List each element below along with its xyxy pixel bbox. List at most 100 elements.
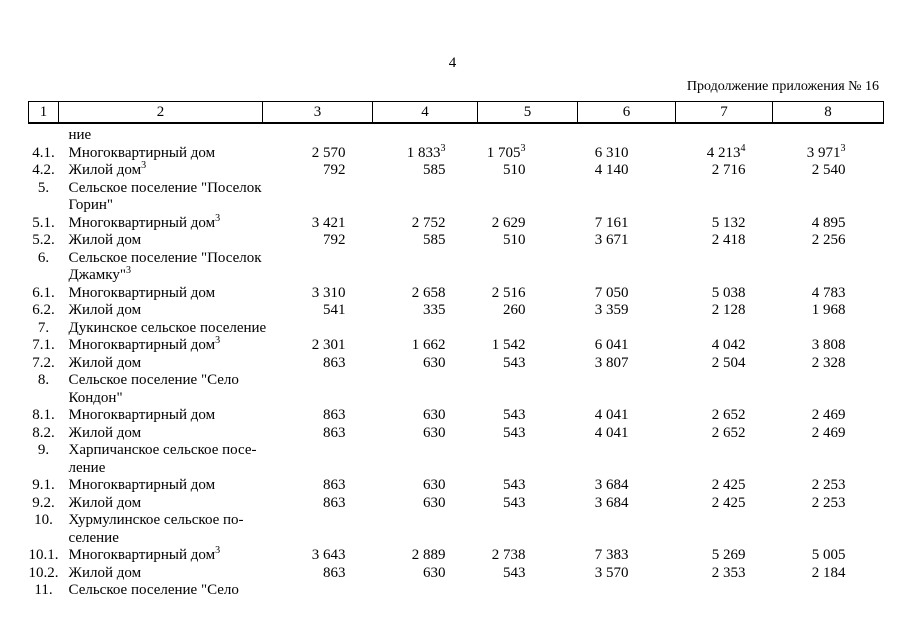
table-row: 6.1. Многоквартирный дом 3 310 2 658 2 516 7 … — [29, 285, 884, 303]
row-number: 8.2. — [32, 424, 55, 441]
value-cell — [773, 372, 884, 407]
row-number: 6.1. — [32, 284, 55, 301]
value-cell: 630 — [423, 494, 446, 511]
table-row: 6.2. Жилой дом 541 335 260 3 359 2 128 1 968 — [29, 302, 884, 320]
value-cell: 630 — [423, 477, 446, 493]
row-label: Сельское поселение "Село — [68, 582, 239, 598]
value-cell: 4 783 — [811, 284, 846, 301]
value-cell — [676, 180, 773, 215]
value-cell: 2 425 — [711, 477, 746, 493]
row-label: Сельское поселение "Поселок Горин" — [68, 179, 262, 214]
value-cell: 2 716 — [711, 162, 746, 178]
value-cell — [373, 123, 478, 145]
value-cell: 6 041 — [594, 337, 629, 353]
value-cell: 630 — [423, 424, 446, 441]
row-number: 8.1. — [32, 407, 55, 423]
value-cell — [578, 372, 676, 407]
value-cell — [373, 442, 478, 477]
value-cell — [478, 582, 578, 600]
row-label: Жилой дом — [68, 494, 142, 511]
footnote-marker: 3 — [215, 335, 221, 346]
value-cell: 510 — [503, 162, 526, 178]
value-cell: 543 — [503, 354, 526, 371]
value-cell — [676, 372, 773, 407]
value-cell: 2 128 — [711, 302, 746, 318]
value-cell — [773, 582, 884, 600]
value-cell: 543 — [503, 564, 526, 581]
column-header-4: 4 — [372, 101, 478, 124]
table-row: ние — [29, 123, 884, 145]
value-cell: 543 — [503, 407, 526, 423]
row-number: 9. — [37, 442, 50, 458]
row-number: 4.2. — [32, 162, 55, 178]
column-header-2: 2 — [58, 101, 263, 124]
value-cell — [373, 250, 478, 285]
value-cell — [263, 442, 373, 477]
value-cell: 543 — [503, 424, 526, 441]
footnote-marker: 3 — [840, 142, 846, 154]
value-cell: 630 — [423, 354, 446, 371]
value-cell: 863 — [323, 477, 346, 493]
value-cell: 3 684 — [594, 494, 629, 511]
row-number: 10. — [34, 512, 53, 528]
value-cell: 7 050 — [594, 284, 629, 301]
value-cell: 630 — [423, 564, 446, 581]
value-cell: 792 — [323, 232, 346, 248]
table-row: 7.1. Многоквартирный дом3 2 301 1 662 1 542 6… — [29, 335, 884, 355]
value-cell: 2 353 — [711, 564, 746, 581]
value-cell: 260 — [503, 302, 526, 318]
value-cell: 2 540 — [811, 162, 846, 178]
value-cell — [373, 582, 478, 600]
row-number: 9.1. — [32, 477, 55, 493]
value-cell: 3 671 — [594, 232, 629, 248]
value-cell — [773, 442, 884, 477]
value-cell — [676, 512, 773, 547]
value-cell: 1 662 — [411, 337, 446, 353]
footnote-marker: 3 — [520, 142, 526, 154]
row-label: Многоквартирный дом3 — [68, 545, 221, 564]
column-header-6: 6 — [577, 101, 676, 124]
value-cell — [773, 123, 884, 145]
value-cell: 2 738 — [491, 547, 526, 563]
footnote-marker: 3 — [440, 142, 446, 154]
row-number: 10.2. — [28, 564, 59, 581]
value-cell: 1 968 — [811, 302, 846, 318]
value-cell — [263, 372, 373, 407]
row-number: 10.1. — [28, 547, 59, 563]
value-cell — [676, 123, 773, 145]
footnote-marker: 3 — [215, 545, 221, 556]
row-label: Многоквартирный дом3 — [68, 335, 221, 354]
value-cell: 1 542 — [491, 337, 526, 353]
row-number: 8. — [37, 372, 50, 388]
row-number: 4.1. — [32, 144, 55, 161]
value-cell — [773, 512, 884, 547]
value-cell — [676, 320, 773, 338]
row-label: Харпичанское сельское посе-ление — [68, 442, 257, 476]
value-cell: 4 042 — [711, 337, 746, 353]
value-cell: 2 652 — [711, 424, 746, 441]
value-cell — [263, 512, 373, 547]
value-cell: 863 — [323, 354, 346, 371]
value-cell — [263, 180, 373, 215]
value-cell — [373, 180, 478, 215]
value-cell: 863 — [323, 494, 346, 511]
row-label: Многоквартирный дом — [68, 144, 216, 161]
value-cell — [478, 512, 578, 547]
value-cell: 335 — [423, 302, 446, 318]
row-label: Дукинское сельское поселение — [68, 319, 267, 336]
row-label: Жилой дом — [68, 302, 142, 318]
value-cell — [578, 123, 676, 145]
value-cell: 6 310 — [594, 144, 629, 161]
value-cell — [478, 123, 578, 145]
value-cell — [578, 582, 676, 600]
value-cell — [478, 180, 578, 215]
table-row: 10.1. Многоквартирный дом3 3 643 2 889 2 738… — [28, 545, 884, 565]
row-number: 5.1. — [32, 214, 55, 231]
value-cell — [773, 250, 884, 285]
row-label: Сельское поселение "Село Кондон" — [68, 372, 239, 406]
value-cell: 1 8333 — [406, 142, 446, 161]
row-number: 6.2. — [32, 302, 55, 318]
value-cell: 510 — [503, 232, 526, 248]
